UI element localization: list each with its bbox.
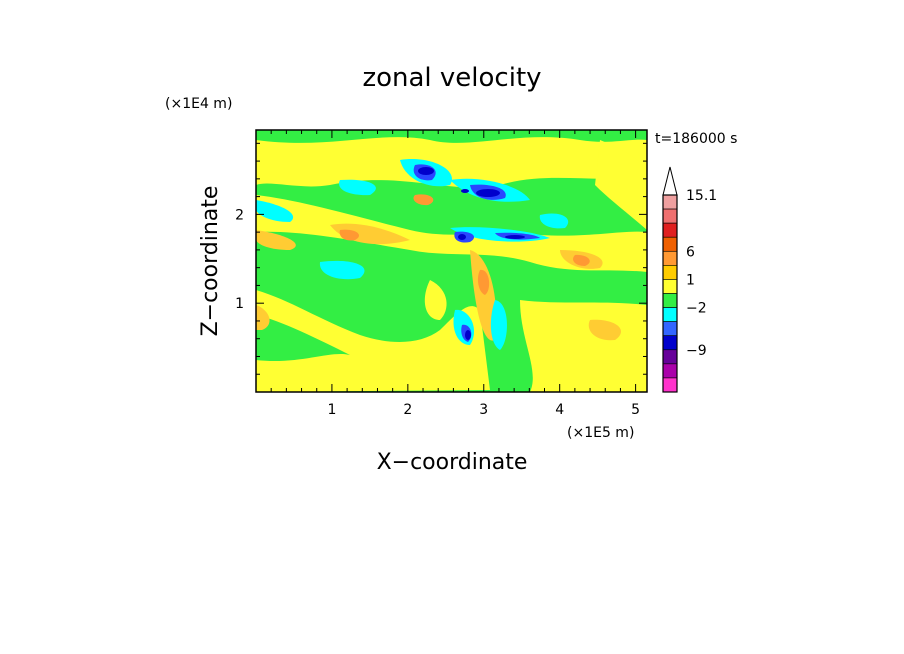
field-core-dark-blue [418, 167, 434, 175]
colorbar-frame [662, 194, 678, 393]
field-spot-orange [413, 194, 434, 206]
field-core-dark-blue [458, 234, 466, 240]
colorbar-segment [662, 279, 678, 294]
colorbar-segment [662, 222, 678, 238]
y-axis: 12 [235, 142, 647, 375]
x-tick-label: 1 [327, 402, 336, 418]
field-core-dark-blue [476, 189, 500, 197]
field-band-cyan [490, 300, 507, 350]
x-tick-label: 5 [631, 402, 640, 418]
colorbar-segment [662, 335, 678, 351]
contour-field [256, 130, 647, 392]
colorbar-segment [662, 208, 678, 224]
time-label: t=186000 s [655, 131, 737, 147]
colorbar: 15.1 6 1 −2 −9 [662, 166, 717, 393]
x-tick-label: 4 [555, 402, 564, 418]
field-band-yellow [256, 195, 647, 272]
colorbar-max-arrow [662, 166, 678, 196]
colorbar-segment [662, 194, 678, 210]
field-band-cyan [319, 260, 365, 280]
field-band-yellow [256, 137, 647, 188]
colorbar-label: −2 [686, 301, 707, 317]
colorbar-segment [662, 293, 678, 308]
field-core-dark-blue [461, 189, 469, 193]
field-core-dark-blue [505, 235, 525, 239]
colorbar-segment [662, 363, 678, 379]
field-band-yellow [595, 140, 647, 230]
chart-title: zonal velocity [362, 63, 541, 93]
colorbar-label: 6 [686, 244, 695, 260]
field-band-cyan [339, 179, 376, 196]
x-tick-label: 3 [479, 402, 488, 418]
field-band-cyan [256, 200, 294, 222]
field-band-light-orange [470, 250, 497, 341]
field-spot-orange [573, 254, 590, 266]
colorbar-segment [662, 321, 678, 337]
field-band-light-orange [588, 319, 621, 341]
colorbar-segment [662, 307, 678, 322]
colorbar-segment [662, 377, 678, 393]
field-band-light-orange [256, 230, 296, 250]
x-tick-label: 2 [403, 402, 412, 418]
colorbar-label: 1 [686, 272, 695, 288]
field-band-yellow [256, 290, 490, 392]
field-spot-orange [477, 269, 490, 295]
y-unit-label: (×1E4 m) [165, 96, 232, 112]
field-spot-orange [339, 229, 360, 241]
field-core-dark-blue [465, 330, 471, 340]
field-band-yellow [424, 280, 447, 320]
colorbar-label: −9 [686, 343, 707, 359]
colorbar-segment [662, 265, 678, 280]
colorbar-segment [662, 236, 678, 252]
colorbar-segment [662, 349, 678, 365]
plot-frame [255, 129, 648, 393]
x-unit-label: (×1E5 m) [567, 425, 634, 441]
colorbar-label: 15.1 [686, 188, 717, 204]
y-tick-label: 2 [235, 207, 244, 223]
y-axis-label: Z−coordinate [198, 186, 223, 337]
field-band-yellow [520, 300, 647, 392]
y-tick-label: 1 [235, 296, 244, 312]
field-band-cyan [539, 213, 569, 229]
colorbar-segment [662, 250, 678, 266]
x-axis: 1 2 3 4 5 [270, 130, 640, 418]
field-band-light-orange [256, 305, 270, 330]
x-axis-label: X−coordinate [377, 450, 528, 475]
